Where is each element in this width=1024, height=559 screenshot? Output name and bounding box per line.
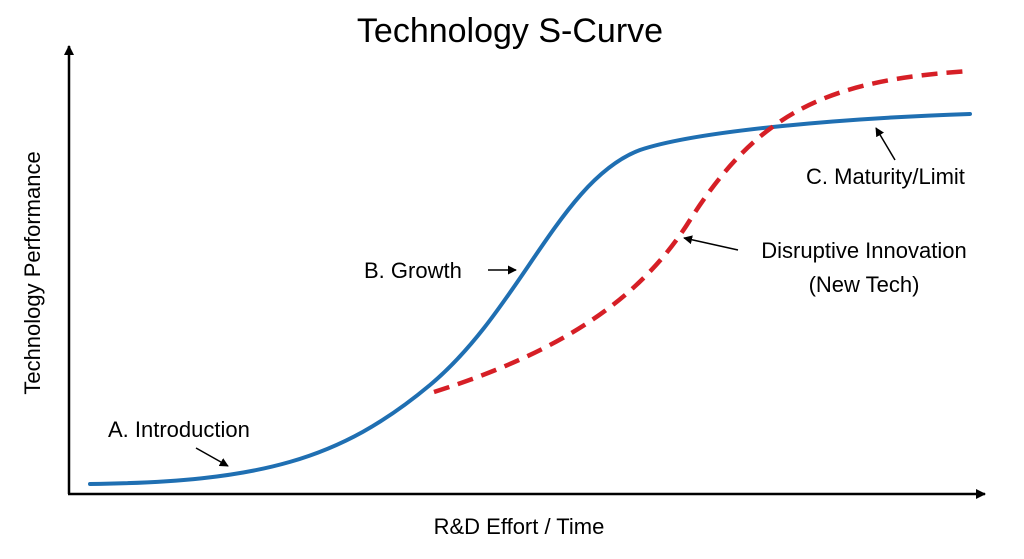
y-axis-label: Technology Performance bbox=[20, 151, 45, 394]
annotation-disruptive-line2: (New Tech) bbox=[809, 272, 920, 297]
maturity-arrow bbox=[875, 127, 896, 161]
disruptive-curve bbox=[433, 68, 971, 395]
main-s-curve bbox=[88, 112, 972, 486]
annotation-introduction: A. Introduction bbox=[108, 417, 250, 442]
annotation-maturity: C. Maturity/Limit bbox=[806, 164, 965, 189]
introduction-arrow bbox=[195, 447, 229, 467]
disruptive-arrow bbox=[683, 235, 739, 251]
diagram-title: Technology S-Curve bbox=[357, 12, 663, 50]
annotation-disruptive-line1: Disruptive Innovation bbox=[761, 238, 966, 263]
x-axis-label: R&D Effort / Time bbox=[434, 514, 605, 539]
annotation-growth: B. Growth bbox=[364, 258, 462, 283]
